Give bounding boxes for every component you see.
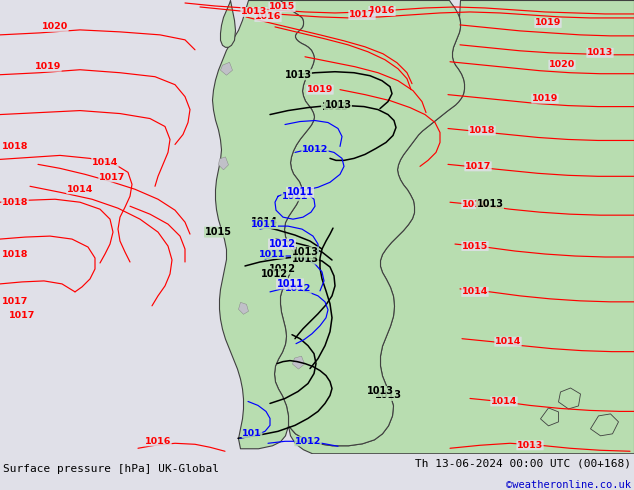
Text: 1018: 1018 — [2, 198, 29, 207]
Text: 1013: 1013 — [587, 49, 613, 57]
Text: 1017: 1017 — [99, 173, 125, 182]
Text: 1017: 1017 — [9, 311, 36, 320]
Text: 1013: 1013 — [477, 199, 503, 209]
Text: 1012: 1012 — [295, 437, 321, 446]
Text: 1012: 1012 — [269, 264, 295, 274]
Text: 1016: 1016 — [145, 437, 171, 446]
Text: 1014: 1014 — [462, 287, 488, 296]
Text: 1012: 1012 — [302, 145, 328, 154]
Text: 1019: 1019 — [532, 94, 558, 103]
Text: 1015: 1015 — [205, 227, 231, 237]
Text: 1017: 1017 — [349, 10, 375, 20]
Text: 1018: 1018 — [2, 249, 29, 259]
Text: 1020: 1020 — [42, 23, 68, 31]
Text: 1013: 1013 — [292, 254, 318, 264]
Text: 1020: 1020 — [549, 60, 575, 69]
Text: 1013: 1013 — [517, 441, 543, 450]
Text: 1019: 1019 — [535, 19, 561, 27]
Text: 1016: 1016 — [462, 200, 488, 209]
Text: 1015: 1015 — [462, 242, 488, 250]
Text: 1014: 1014 — [495, 337, 521, 346]
Text: 1016: 1016 — [255, 12, 281, 22]
Text: 1011: 1011 — [276, 279, 304, 289]
Text: 1011: 1011 — [259, 249, 285, 259]
Text: 1012: 1012 — [285, 284, 311, 294]
Text: 1013: 1013 — [285, 70, 311, 80]
Text: 1012: 1012 — [261, 269, 287, 279]
Text: Th 13-06-2024 00:00 UTC (00+168): Th 13-06-2024 00:00 UTC (00+168) — [415, 458, 631, 468]
Text: 1013: 1013 — [366, 387, 394, 396]
Text: 1015: 1015 — [269, 2, 295, 11]
Text: Surface pressure [hPa] UK-Global: Surface pressure [hPa] UK-Global — [3, 464, 219, 474]
Text: 1013: 1013 — [241, 7, 267, 17]
Text: 1018: 1018 — [2, 142, 29, 151]
Text: 1014: 1014 — [92, 158, 118, 167]
Text: 1011: 1011 — [251, 220, 277, 229]
Text: 1013: 1013 — [375, 391, 401, 400]
Text: 1011: 1011 — [281, 192, 308, 201]
Text: 1014: 1014 — [67, 185, 93, 194]
Text: 1016: 1016 — [369, 6, 395, 16]
Text: 1018: 1018 — [469, 126, 495, 135]
Text: 101: 101 — [242, 429, 262, 438]
Text: 1019: 1019 — [307, 85, 333, 94]
Text: 1017: 1017 — [2, 297, 28, 306]
Text: 1013: 1013 — [292, 247, 318, 257]
Text: 1019: 1019 — [35, 62, 61, 71]
Text: 1011: 1011 — [287, 187, 313, 197]
Text: ©weatheronline.co.uk: ©weatheronline.co.uk — [506, 480, 631, 490]
Text: 1017: 1017 — [465, 162, 491, 171]
Text: 1013: 1013 — [325, 99, 351, 110]
Text: 1014: 1014 — [491, 397, 517, 406]
Text: 1014: 1014 — [250, 217, 278, 227]
Text: 1013: 1013 — [321, 101, 349, 112]
Text: 1012: 1012 — [269, 239, 295, 249]
